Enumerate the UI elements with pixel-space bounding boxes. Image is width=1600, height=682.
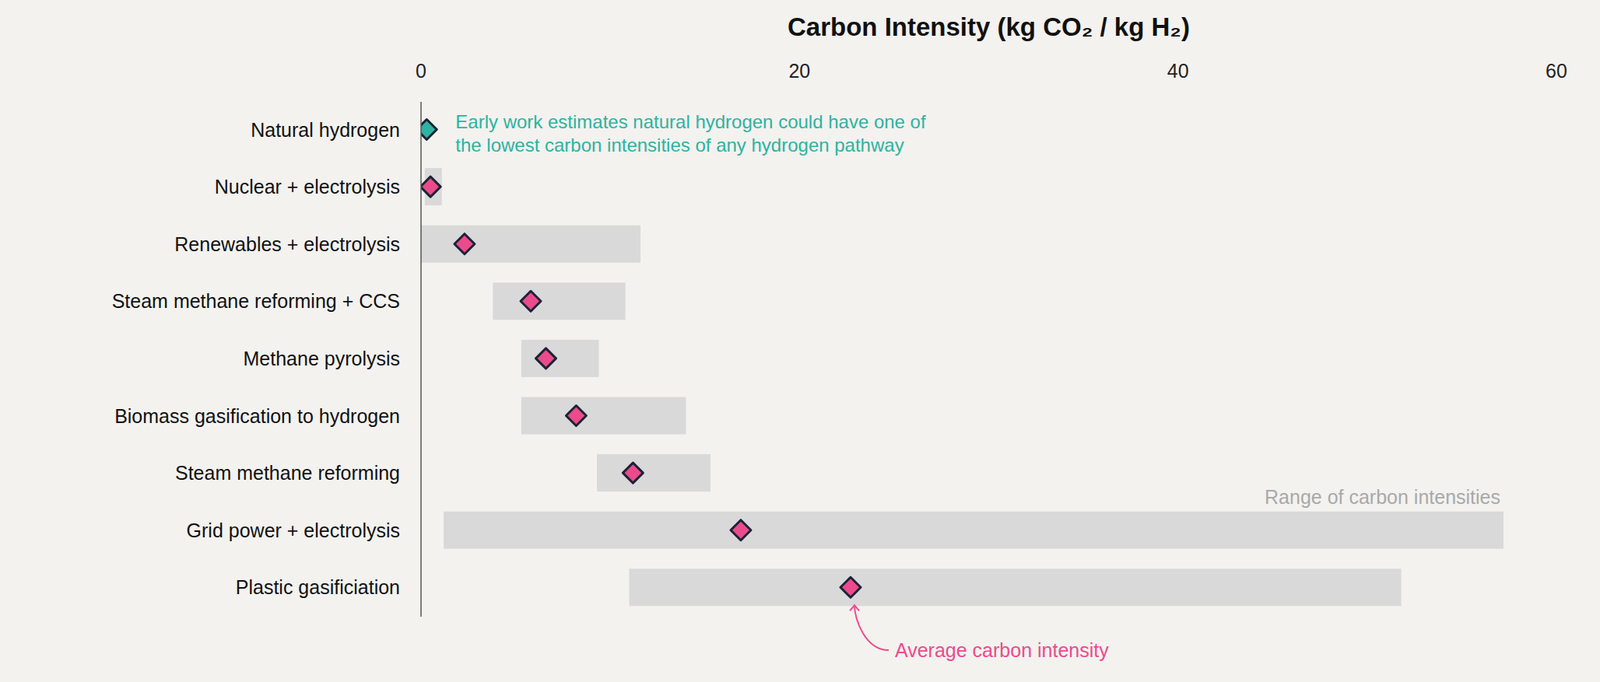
category-label: Renewables + electrolysis bbox=[174, 233, 400, 256]
average-marker bbox=[840, 577, 861, 598]
tick-label: 0 bbox=[415, 59, 427, 82]
category-label: Methane pyrolysis bbox=[243, 347, 400, 370]
range-bar bbox=[596, 454, 711, 492]
tick-label: 40 bbox=[1167, 59, 1190, 82]
chart: Carbon Intensity (kg CO₂ / kg H₂) 0 20 40 60… bbox=[0, 0, 1600, 682]
average-marker bbox=[454, 234, 475, 255]
average-marker bbox=[421, 119, 437, 141]
category-label: Nuclear + electrolysis bbox=[214, 175, 400, 198]
annotation: the lowest carbon intensities of any hyd… bbox=[455, 134, 904, 156]
range-bar bbox=[521, 340, 600, 378]
category-label: Plastic gasificiation bbox=[235, 576, 400, 599]
category-label: Steam methane reforming + CCS bbox=[112, 290, 400, 313]
range-bar bbox=[421, 225, 641, 264]
plot-area bbox=[421, 119, 1504, 608]
category-label: Biomass gasification to hydrogen bbox=[114, 405, 400, 428]
range-bar bbox=[492, 282, 625, 320]
average-marker bbox=[730, 520, 751, 541]
tick-label: 60 bbox=[1545, 59, 1568, 82]
category-label: Grid power + electrolysis bbox=[186, 519, 400, 542]
average-marker bbox=[622, 463, 643, 484]
range-bar bbox=[628, 568, 1401, 607]
average-marker bbox=[421, 176, 441, 197]
average-marker bbox=[535, 348, 556, 369]
category-label: Natural hydrogen bbox=[250, 119, 400, 141]
annotation: Range of carbon intensities bbox=[1264, 486, 1501, 509]
axis-line bbox=[420, 101, 422, 618]
annotation-arrow bbox=[854, 605, 889, 651]
annotation: Average carbon intensity bbox=[894, 639, 1109, 662]
category-label: Steam methane reforming bbox=[175, 462, 400, 485]
annotation-arrowhead bbox=[849, 605, 860, 611]
tick-label: 20 bbox=[788, 59, 811, 82]
range-bar bbox=[521, 397, 687, 436]
title: Carbon Intensity (kg CO₂ / kg H₂) bbox=[787, 12, 1190, 42]
average-marker bbox=[520, 291, 541, 312]
average-marker bbox=[565, 406, 586, 427]
annotation: Early work estimates natural hydrogen co… bbox=[455, 111, 927, 133]
range-bar bbox=[443, 512, 1504, 550]
